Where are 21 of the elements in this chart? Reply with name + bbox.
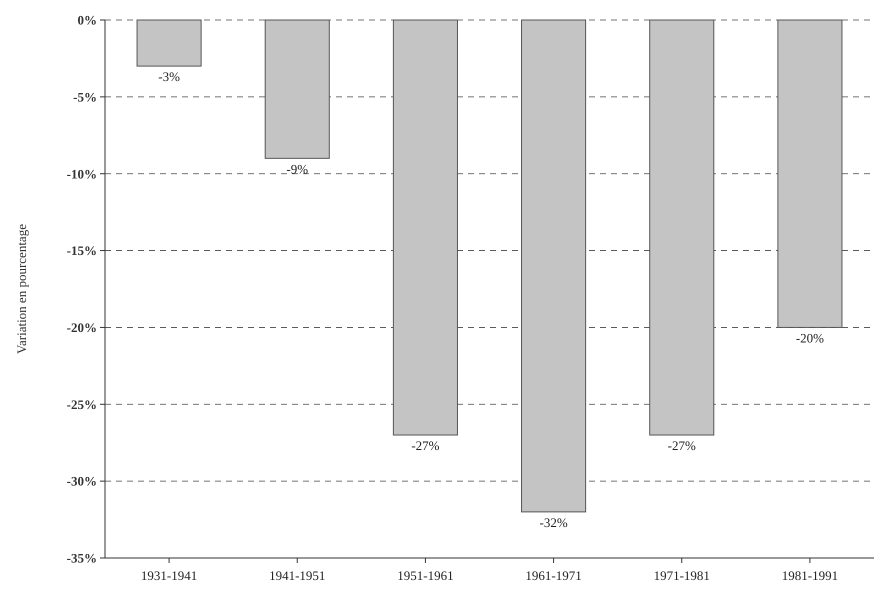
data-label: -32%: [539, 514, 568, 530]
y-tick-label: -35%: [66, 550, 97, 566]
x-tick-label: 1971-1981: [654, 568, 710, 583]
y-tick-label: -10%: [66, 166, 97, 182]
y-tick-label: -25%: [66, 396, 97, 412]
y-tick-label: -20%: [66, 320, 97, 335]
data-label: -3%: [158, 69, 180, 84]
y-tick-label: 0%: [78, 12, 97, 28]
y-axis-title: Variation en pourcentage: [14, 224, 29, 354]
x-tick-label: 1951-1961: [397, 568, 454, 583]
y-tick-label: -30%: [66, 474, 97, 489]
y-tick-label: -15%: [66, 243, 97, 258]
data-label: -27%: [668, 438, 696, 454]
x-tick-label: 1931-1941: [140, 568, 198, 583]
x-tick-label: 1961-1971: [525, 568, 582, 583]
y-tick-label: -5%: [73, 89, 97, 104]
data-label: -9%: [286, 161, 308, 176]
x-tick-label: 1981-1991: [782, 568, 838, 583]
data-label: -20%: [796, 330, 824, 346]
x-tick-label: 1941-1951: [269, 568, 326, 583]
data-label: -27%: [411, 438, 440, 454]
